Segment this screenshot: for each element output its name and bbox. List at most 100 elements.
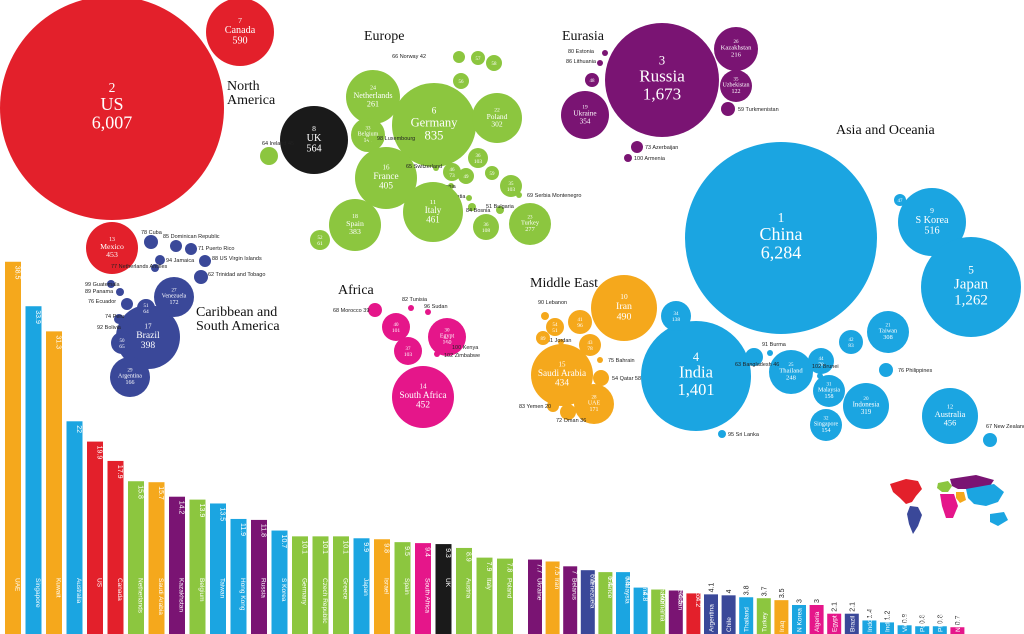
bar-category: Belgium [198,578,205,601]
bar-austria: 8.9 Austria [456,547,472,634]
bubble-value: 434 [555,379,569,389]
bubble-hungary: 49 [458,168,474,184]
bubble-rank: 6 [432,107,437,117]
bar-value: 15.7 [157,486,164,500]
bubble-value: 452 [416,401,430,411]
bar-turkey-rect [756,598,771,634]
bubble-rank: 10 [620,292,628,301]
bar-saudi-arabia: 15.7 Saudi Arabia [148,482,165,634]
bar-category: Nigeria [955,611,962,632]
bar-n-korea-rect [792,604,806,634]
bubble-name: Iran [616,301,632,312]
bar-pakistan-rect [915,626,930,634]
bubble-jordan-circle [558,339,564,345]
bar-saudi-arabia-rect [148,482,165,634]
bubble-label: 95 Sri Lanka [728,432,760,438]
bubble-label: 102 Brunei [812,364,839,370]
bubble-netherlands-circle [346,70,400,124]
map-middle-east [956,492,966,503]
bubble-rank: 12 [947,403,953,410]
bar-singapore-rect [25,306,42,634]
bubble-label: 77 Netherlands Antilles [111,264,168,270]
bubble-value: 83 [848,343,854,349]
bubble-norway-circle [453,51,465,63]
region-label-eurasia: Eurasia [562,29,605,44]
bubble-rank: 35 [509,182,515,187]
bubble-rank: 36 [476,154,482,159]
bubble-name: Saudi Arabia [538,369,586,379]
bubble-label: 81 Jordan [547,338,571,344]
bar-ukraine: 7.7 Ukraine [528,559,543,634]
bubble-kuwait-circle [579,334,601,356]
bubble-value: 354 [580,117,591,125]
bubble-name: South Africa [399,390,446,401]
bubble-puerto-rico: 71 Puerto Rico [185,243,234,255]
bar-iran: 7.5 Iran [545,561,560,634]
bar-s-korea: 10.7 S Korea [271,530,288,634]
region-label-north-america: America [227,93,276,108]
bubble-finland: 58 [486,55,502,71]
bubble-rank: 30 [445,329,451,334]
bubble-qatar: 54 Qatar 58 [593,370,641,386]
bubble-rank: 34 [674,312,680,317]
bubble-value: 383 [349,227,361,236]
bar-value: 1.4 [867,609,874,619]
region-label-latin-america: Caribbean and [196,305,277,320]
bubble-label: 99 Guatemala [85,282,120,288]
bubble-value: 78 [818,362,824,368]
bubble-switzerland: 65 Switzerland [406,164,442,171]
bubble-value: 138 [672,317,681,323]
bar-uae-rect [5,261,21,634]
bubble-sri-lanka: 95 Sri Lanka [718,430,760,438]
bubble-zimbabwe: 102 Zimbabwe [434,351,480,359]
bubble-estonia-circle [602,50,608,56]
bubble-luxembourg: 98 Luxembourg [368,136,415,142]
bubble-oman-circle [560,404,576,420]
bar-value: 4 [726,589,733,593]
bubble-hungary-circle [458,168,474,184]
bubble-value: 144 [364,138,373,144]
bubble-name: Netherlands [353,91,392,100]
bubble-us-circle [0,0,224,220]
bar-category: S Korea [280,578,287,602]
bubble-name: Egypt [440,334,455,340]
bubble-rank: 29 [128,369,134,374]
bubble-trinidad-and-tobago-circle [194,270,208,284]
bar-value: 3 [814,599,821,603]
bubble-brunei: 102 Brunei [812,364,839,379]
bubble-value: 158 [825,394,834,400]
bar-value: 9.9 [362,542,369,552]
bar-nigeria-rect [950,627,965,634]
map-asia [966,484,1004,506]
bar-taiwan: 13.5 Taiwan [210,503,226,634]
bar-category: Iraq [779,620,786,632]
bar-category: Venezuela [588,578,595,609]
bar-category: Mexico [694,578,701,599]
bar-category: Ukraine [536,578,543,601]
bar-spain: 9.5 Spain [394,542,411,634]
bar-value: 2.1 [832,602,839,612]
bubble-rank: 28 [592,396,598,401]
bubble-rank: 33 [366,127,372,132]
bubble-name: UAE [588,401,601,407]
bubble-brazil-circle [116,305,180,369]
bar-poland: 7.8 Poland [497,558,513,634]
bar-hong-kong-rect [230,518,247,634]
bubble-rank: 15 [559,361,566,369]
bar-iraq-rect [774,600,789,634]
bubble-australia-circle [922,388,978,444]
bubble-label: 85 Dominican Republic [163,234,220,240]
bubble-name: Argentina [118,374,142,380]
bubble-name: Mexico [100,242,124,251]
bar-uzbekistan-rect [668,590,683,634]
